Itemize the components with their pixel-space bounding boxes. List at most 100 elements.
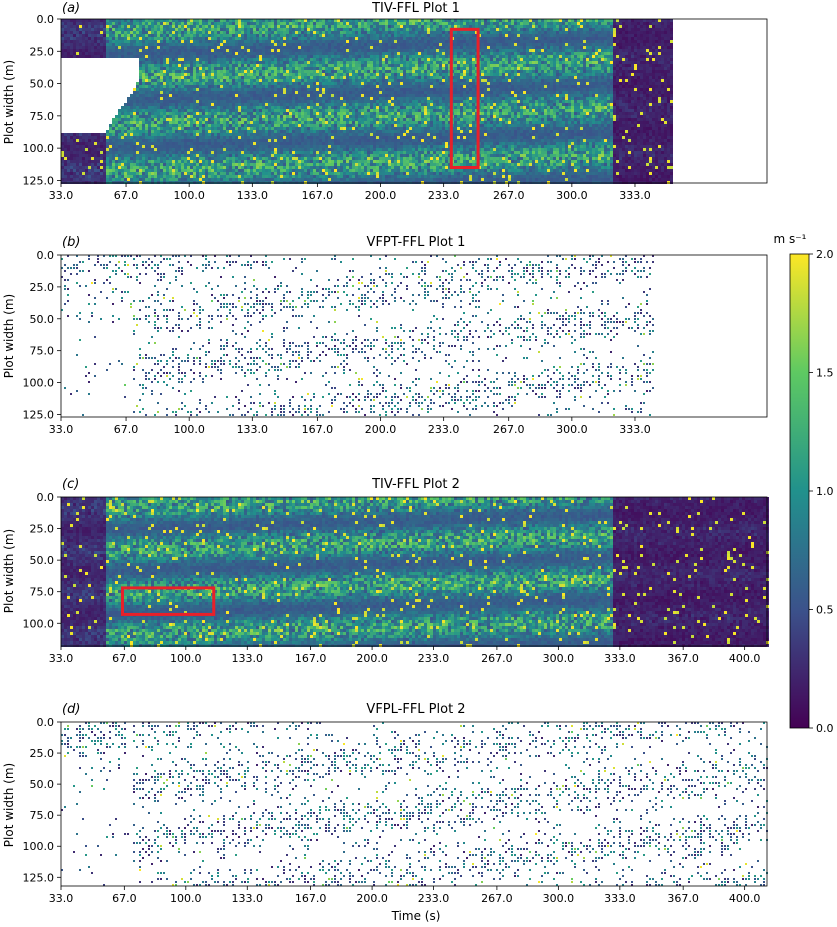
heatmap-cell: [328, 172, 331, 175]
heatmap-cell: [112, 118, 115, 121]
heatmap-cell: [199, 19, 202, 22]
heatmap-cell: [205, 181, 208, 184]
heatmap-cell: [202, 172, 205, 175]
heatmap-cell: [187, 148, 190, 151]
heatmap-cell: [253, 148, 256, 151]
heatmap-cell: [265, 172, 268, 175]
heatmap-cell: [211, 22, 214, 25]
heatmap-cell: [271, 136, 274, 139]
heatmap-cell: [271, 139, 274, 142]
heatmap-cell: [268, 61, 271, 64]
heatmap-cell: [226, 166, 229, 169]
heatmap-cell: [355, 151, 358, 154]
heatmap-cell: [115, 175, 118, 178]
heatmap-cell: [283, 175, 286, 178]
heatmap-cell: [223, 40, 226, 43]
heatmap-cell: [319, 121, 322, 124]
heatmap-cell: [61, 55, 64, 58]
heatmap-cell: [157, 106, 160, 109]
heatmap-cell: [289, 55, 292, 58]
heatmap-cell: [175, 94, 178, 97]
heatmap-cell: [115, 46, 118, 49]
heatmap-cell: [256, 88, 259, 91]
heatmap-cell: [103, 28, 106, 31]
heatmap-cell: [184, 100, 187, 103]
heatmap-cell: [109, 31, 112, 34]
heatmap-cell: [202, 169, 205, 172]
heatmap-cell: [289, 43, 292, 46]
heatmap-cell: [346, 169, 349, 172]
heatmap-cell: [226, 136, 229, 139]
heatmap-cell: [82, 178, 85, 181]
heatmap-cell: [319, 163, 322, 166]
heatmap-cell: [94, 22, 97, 25]
heatmap-cell: [307, 94, 310, 97]
heatmap-cell: [361, 121, 364, 124]
heatmap-cell: [244, 79, 247, 82]
heatmap-cell: [61, 28, 64, 31]
heatmap-cell: [178, 67, 181, 70]
heatmap-cell: [259, 88, 262, 91]
heatmap-cell: [235, 61, 238, 64]
heatmap-cell: [190, 181, 193, 184]
heatmap-cell: [247, 127, 250, 130]
heatmap-cell: [217, 70, 220, 73]
heatmap-cell: [259, 49, 262, 52]
heatmap-cell: [211, 136, 214, 139]
heatmap-cell: [298, 43, 301, 46]
heatmap-cell: [292, 19, 295, 22]
heatmap-cell: [160, 112, 163, 115]
heatmap-cell: [313, 103, 316, 106]
heatmap-cell: [112, 178, 115, 181]
heatmap-cell: [103, 178, 106, 181]
heatmap-cell: [328, 181, 331, 184]
heatmap-cell: [349, 70, 352, 73]
heatmap-cell: [283, 106, 286, 109]
heatmap-cell: [205, 61, 208, 64]
heatmap-cell: [145, 172, 148, 175]
heatmap-cell: [178, 166, 181, 169]
heatmap-cell: [142, 46, 145, 49]
heatmap-cell: [157, 100, 160, 103]
heatmap-cell: [145, 151, 148, 154]
heatmap-cell: [277, 34, 280, 37]
heatmap-cell: [349, 52, 352, 55]
heatmap-cell: [208, 61, 211, 64]
heatmap-cell: [184, 46, 187, 49]
heatmap-cell: [223, 127, 226, 130]
heatmap-cell: [301, 136, 304, 139]
heatmap-cell: [157, 139, 160, 142]
heatmap-cell: [76, 31, 79, 34]
heatmap-cell: [208, 37, 211, 40]
heatmap-cell: [208, 94, 211, 97]
heatmap-cell: [121, 157, 124, 160]
heatmap-cell: [259, 148, 262, 151]
heatmap-cell: [196, 154, 199, 157]
heatmap-cell: [328, 52, 331, 55]
heatmap-cell: [124, 130, 127, 133]
heatmap-cell: [256, 157, 259, 160]
heatmap-cell: [175, 154, 178, 157]
heatmap-cell: [145, 91, 148, 94]
heatmap-cell: [241, 130, 244, 133]
heatmap-cell: [292, 172, 295, 175]
heatmap-cell: [220, 142, 223, 145]
heatmap-cell: [175, 145, 178, 148]
heatmap-cell: [79, 136, 82, 139]
heatmap-cell: [142, 19, 145, 22]
heatmap-cell: [241, 100, 244, 103]
heatmap-cell: [277, 145, 280, 148]
heatmap-cell: [352, 115, 355, 118]
heatmap-cell: [286, 100, 289, 103]
heatmap-cell: [127, 175, 130, 178]
heatmap-cell: [82, 40, 85, 43]
heatmap-cell: [352, 151, 355, 154]
heatmap-cell: [277, 112, 280, 115]
heatmap-cell: [142, 112, 145, 115]
heatmap-cell: [349, 121, 352, 124]
heatmap-cell: [130, 133, 133, 136]
heatmap-cell: [160, 127, 163, 130]
heatmap-cell: [271, 34, 274, 37]
heatmap-cell: [301, 181, 304, 184]
heatmap-cell: [232, 58, 235, 61]
